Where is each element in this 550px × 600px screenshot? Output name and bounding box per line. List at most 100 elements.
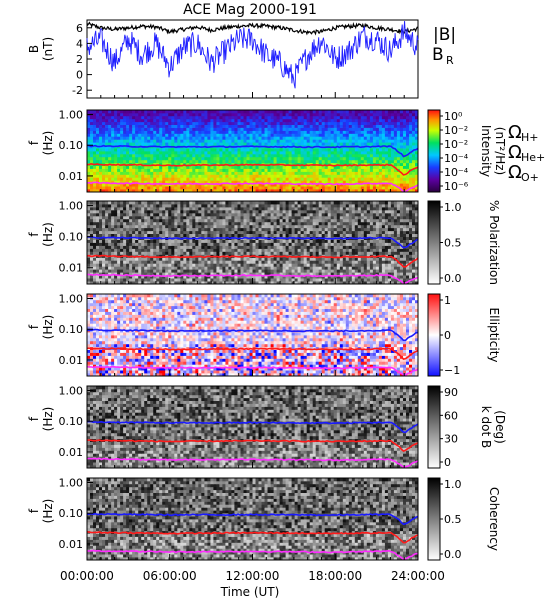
y-tick-label: 0.10 (59, 139, 84, 152)
colorbar-tick-label: 0 (444, 456, 451, 469)
colorbar-title: k dot B (479, 406, 493, 448)
colorbar-tick-label: 0.5 (444, 513, 462, 526)
cyclotron-line-he (86, 347, 419, 360)
panel-intensity: 1.000.100.01f (Hz)10⁰10⁻²10⁻²10⁻⁴10⁻⁴10⁻⁶… (27, 108, 545, 193)
colorbar-tick-label: 30 (444, 433, 458, 446)
cyclotron-line-o (86, 457, 419, 468)
y-tick-label: 0.10 (59, 323, 84, 336)
y-tick-label: 6 (76, 22, 83, 35)
cyclotron-line-o (86, 549, 419, 561)
y-axis-label: f (27, 140, 41, 145)
colorbar-tick-label: 10⁻² (444, 138, 468, 151)
x-tick-label: 18:00:00 (308, 569, 362, 583)
y-axis-unit: (Hz) (41, 407, 55, 432)
cyclotron-line-h (87, 236, 419, 249)
legend-omega-he: Ω (508, 142, 522, 163)
colorbar-tick-label: 10⁻⁴ (444, 166, 469, 179)
y-tick-label: 0.10 (59, 507, 84, 520)
y-axis-unit: (Hz) (41, 131, 55, 156)
series-line-b-r (86, 20, 419, 89)
cyclotron-line-o (86, 181, 419, 193)
y-tick-label: 1.00 (59, 108, 84, 121)
cyclotron-line-h (86, 420, 419, 434)
y-axis-label: B (27, 45, 41, 53)
cyclotron-line-o (86, 365, 419, 377)
y-tick-label: 2 (76, 53, 83, 66)
colorbar-tick-label: 10⁻⁴ (444, 152, 469, 165)
colorbar-tick-label: 1 (444, 294, 451, 307)
colorbar-title: Ellipticity (487, 308, 501, 363)
y-axis-unit: (nT) (41, 37, 55, 61)
x-tick-label: 00:00:00 (60, 569, 114, 583)
colorbar-unit: (nT²/Hz) (493, 127, 507, 175)
spectrogram-cells (87, 478, 419, 561)
panel-coherency: 1.00 0.10 0.01 f (Hz) 1.0 0.5 0.0 Coherency (27, 476, 501, 561)
y-tick-label: 1.00 (59, 384, 84, 397)
colorbar-tick-label: 10⁻⁶ (444, 180, 469, 193)
colorbar-tick-label: 0.0 (444, 548, 462, 561)
y-tick-label: 1.00 (59, 200, 84, 213)
spectrogram-cells (87, 201, 419, 285)
legend-omega-h-sub: H+ (521, 131, 539, 144)
x-tick-label: 06:00:00 (143, 569, 197, 583)
cyclotron-line-h (86, 328, 419, 342)
legend-b-total: |B| (433, 25, 456, 45)
y-axis-label: f (27, 232, 41, 237)
colorbar-title: Intensity (479, 125, 493, 177)
colorbar-title: Coherency (487, 487, 501, 551)
colorbar-tick-label: 0.0 (444, 272, 462, 285)
chart-title: ACE Mag 2000-191 (183, 2, 317, 18)
colorbar (427, 200, 441, 285)
legend-omega-he-sub: He+ (521, 151, 545, 164)
colorbar-tick-label: 90 (444, 386, 458, 399)
legend-b-r-sub: R (446, 54, 454, 67)
colorbar (427, 477, 441, 561)
spectrogram-cells (87, 110, 419, 193)
colorbar (427, 109, 441, 193)
panel-polarization: 1.00 0.10 0.01 f (Hz) 1.0 0.5 0.0 % Polarization (27, 200, 501, 285)
legend-b-r: B (432, 45, 444, 65)
colorbar (427, 385, 441, 469)
y-axis-label: f (27, 508, 41, 513)
legend-omega-o: Ω (508, 162, 522, 183)
panel-k-dot-b: 1.00 0.10 0.01 f (Hz) 90 60 30 0 k dot B (Deg) (27, 384, 507, 469)
y-tick-label: -2 (72, 84, 83, 97)
colorbar (427, 293, 441, 377)
colorbar-tick-label: 0.5 (444, 237, 462, 250)
spectrogram-cells (87, 386, 419, 469)
panel-ellipticity: 1.00 0.10 0.01 f (Hz) 1 0 −1 Ellipticity (27, 292, 501, 377)
x-axis-label: Time (UT) (220, 585, 280, 599)
legend-omega-o-sub: O+ (521, 171, 539, 184)
colorbar-tick-label: 0 (444, 329, 451, 342)
cyclotron-line-h (86, 144, 419, 158)
y-axis-label: f (27, 416, 41, 421)
colorbar-unit: (Deg) (493, 410, 507, 444)
cyclotron-line-he (86, 254, 419, 268)
y-axis-label: f (27, 324, 41, 329)
cyclotron-line-he (86, 439, 419, 453)
y-tick-label: 0.01 (59, 538, 84, 551)
colorbar-tick-label: −1 (444, 364, 460, 377)
cyclotron-line-he (86, 162, 419, 176)
colorbar-tick-label: 10⁰ (444, 110, 463, 123)
cyclotron-line-h (86, 512, 419, 526)
cyclotron-line-o (86, 273, 419, 285)
x-tick-label: 24:00:00 (391, 569, 445, 583)
y-tick-label: 0.01 (59, 354, 84, 367)
cyclotron-line-he (86, 531, 419, 544)
y-axis-unit: (Hz) (41, 315, 55, 340)
colorbar-tick-label: 60 (444, 409, 458, 422)
x-tick-label: 12:00:00 (226, 569, 280, 583)
y-tick-label: 0 (76, 69, 83, 82)
y-tick-label: 0.10 (59, 415, 84, 428)
y-tick-label: 1.00 (59, 292, 84, 305)
y-tick-label: 1.00 (59, 476, 84, 489)
series-line-b-total (86, 21, 419, 36)
y-tick-label: 0.01 (59, 262, 84, 275)
y-tick-label: 4 (76, 37, 83, 50)
colorbar-tick-label: 10⁻² (444, 124, 468, 137)
colorbar-tick-label: 1.0 (444, 201, 462, 214)
